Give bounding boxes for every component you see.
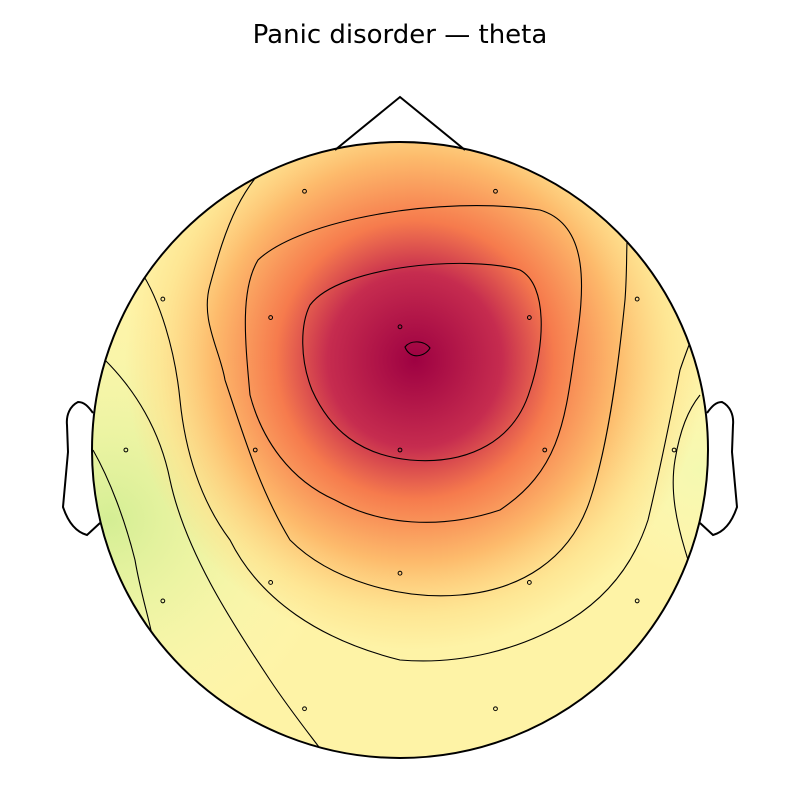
sensor-marker-13 — [268, 580, 274, 585]
sensor-marker-18 — [302, 706, 307, 712]
sensor-marker-16 — [160, 598, 166, 604]
sensor-marker-4 — [268, 315, 274, 320]
sensor-marker-8 — [123, 447, 129, 453]
sensor-marker-10 — [397, 447, 403, 453]
right-ear-outline — [699, 400, 739, 537]
sensor-marker-2 — [493, 188, 498, 194]
contour-line — [206, 144, 631, 597]
head-outline — [91, 141, 709, 759]
sensor-marker-11 — [542, 447, 548, 453]
topomap-field — [92, 142, 708, 758]
contour-line — [244, 205, 583, 523]
sensor-marker-15 — [526, 580, 532, 585]
sensor-markers — [123, 188, 677, 712]
contour-line — [104, 359, 326, 756]
sensor-marker-3 — [160, 296, 166, 302]
sensor-marker-12 — [671, 447, 677, 453]
chart-title: Panic disorder — theta — [252, 20, 548, 50]
contour-line — [302, 262, 542, 462]
contour-line — [92, 449, 153, 636]
contour-lines — [92, 144, 701, 756]
contour-line — [404, 341, 431, 357]
sensor-marker-1 — [302, 188, 307, 194]
sensor-marker-17 — [634, 598, 640, 604]
contour-line — [139, 269, 701, 662]
sensor-marker-7 — [634, 296, 640, 302]
sensor-marker-5 — [397, 324, 403, 330]
sensor-marker-9 — [252, 447, 258, 453]
sensor-marker-19 — [493, 706, 498, 712]
sensor-marker-14 — [397, 570, 403, 576]
left-ear-outline — [61, 400, 101, 537]
sensor-marker-6 — [526, 315, 532, 320]
nose-outline — [334, 95, 466, 151]
